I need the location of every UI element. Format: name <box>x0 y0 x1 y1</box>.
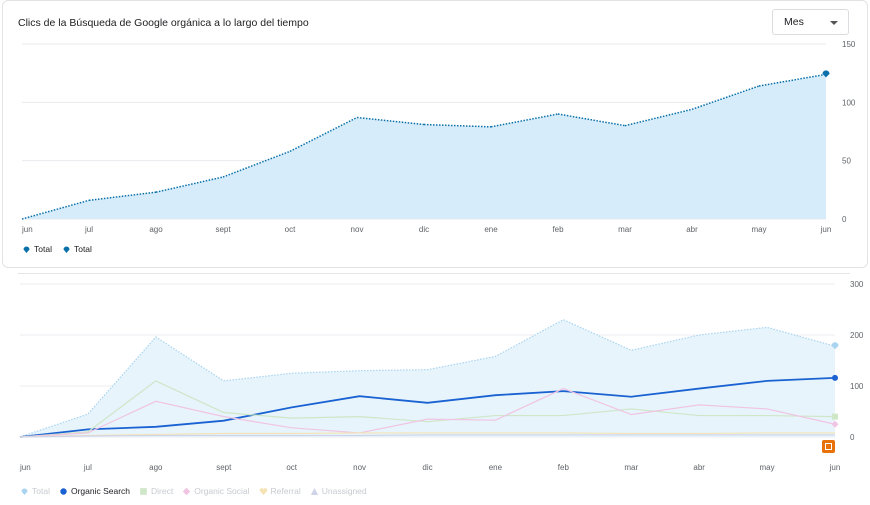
y-tick-label: 0 <box>842 215 847 224</box>
line-segment <box>624 108 693 127</box>
series-line <box>19 319 836 438</box>
x-tick-label: jun <box>21 225 33 234</box>
x-tick-label: feb <box>552 225 564 234</box>
area-fill <box>22 74 826 219</box>
legend-item[interactable]: Organic Search <box>59 486 130 496</box>
annotation-flag-icon-inner <box>825 443 832 450</box>
x-tick-label: sept <box>216 463 232 472</box>
line-segment <box>21 199 90 220</box>
x-tick-label: dic <box>419 225 429 234</box>
legend-label: Referral <box>270 486 301 496</box>
pin-legend-icon <box>20 487 29 496</box>
pin-marker-icon <box>822 70 830 78</box>
series-line <box>19 380 836 438</box>
pin-marker-icon <box>22 245 31 254</box>
circle-legend-icon <box>59 487 68 496</box>
x-tick-label: nov <box>351 225 364 234</box>
x-tick-label: may <box>751 225 766 234</box>
triangle-legend-icon <box>310 487 319 496</box>
line-segment <box>88 191 157 202</box>
legend-item[interactable]: Total <box>62 244 92 254</box>
chart-title: Clics de la Búsqueda de Google orgánica … <box>18 17 309 29</box>
y-tick-label: 150 <box>842 40 856 49</box>
series-end-marker <box>831 420 839 428</box>
legend-label: Direct <box>151 486 174 496</box>
legend-bottom: Total Organic Search Direct Organic Social R… <box>20 486 367 496</box>
x-tick-label: oct <box>286 463 297 472</box>
diamond-legend-icon <box>182 487 191 496</box>
legend-label: Unassigned <box>321 486 367 496</box>
x-tick-label: sept <box>215 225 231 234</box>
legend-label: Total <box>73 244 92 254</box>
heart-legend-icon <box>259 487 268 496</box>
x-tick-label: oct <box>285 225 296 234</box>
period-dropdown[interactable]: Mes <box>772 9 849 35</box>
legend-item[interactable]: Organic Social <box>182 486 250 496</box>
y-tick-label: 200 <box>850 331 864 340</box>
legend-label: Total <box>32 486 50 496</box>
x-tick-label: ene <box>484 225 498 234</box>
x-tick-label: jun <box>19 463 31 472</box>
x-tick-label: jun <box>829 463 841 472</box>
legend-top: Total Total <box>22 244 92 254</box>
line-segment <box>557 113 626 127</box>
x-tick-label: ago <box>149 225 163 234</box>
legend-label: Organic Social <box>194 486 250 496</box>
chart-divider <box>18 273 850 274</box>
legend-item[interactable]: Referral <box>259 486 301 496</box>
x-tick-label: dic <box>422 463 432 472</box>
line-segment <box>490 113 559 128</box>
legend-item[interactable]: Unassigned <box>310 486 367 496</box>
period-dropdown-value: Mes <box>784 16 804 28</box>
x-tick-label: jun <box>820 225 832 234</box>
chevron-down-icon <box>830 21 838 25</box>
x-tick-label: jul <box>83 463 92 472</box>
line-segment <box>155 176 224 193</box>
y-tick-label: 50 <box>842 157 851 166</box>
line-segment <box>423 123 492 128</box>
series-end-marker <box>832 413 838 420</box>
legend-item[interactable]: Direct <box>139 486 173 496</box>
annotation-flag-icon <box>822 440 835 453</box>
legend-item[interactable]: Total <box>20 486 50 496</box>
y-tick-label: 300 <box>850 280 864 289</box>
x-tick-label: mar <box>618 225 632 234</box>
line-segment <box>289 116 358 153</box>
x-tick-label: abr <box>693 463 705 472</box>
x-tick-label: feb <box>558 463 570 472</box>
series-line <box>19 432 835 438</box>
x-tick-label: nov <box>353 463 366 472</box>
legend-label: Organic Search <box>70 486 131 496</box>
y-tick-label: 0 <box>850 433 855 442</box>
series-line <box>19 376 836 438</box>
pin-marker-icon <box>62 245 71 254</box>
legend-label: Total <box>34 244 52 254</box>
y-tick-label: 100 <box>842 98 856 107</box>
series-line <box>19 434 835 438</box>
series-end-marker <box>831 342 839 350</box>
line-segment <box>758 73 827 87</box>
area-fill <box>20 319 835 437</box>
x-tick-label: ago <box>149 463 163 472</box>
x-tick-label: mar <box>624 463 638 472</box>
line-segment <box>356 116 425 126</box>
y-tick-label: 100 <box>850 382 864 391</box>
x-tick-label: ene <box>489 463 503 472</box>
series-line <box>19 387 836 438</box>
x-tick-label: abr <box>686 225 698 234</box>
legend-item[interactable]: Total <box>22 244 52 254</box>
x-tick-label: jul <box>84 225 93 234</box>
square-legend-icon <box>139 487 148 496</box>
x-tick-label: may <box>760 463 775 472</box>
series-end-marker <box>832 374 838 381</box>
